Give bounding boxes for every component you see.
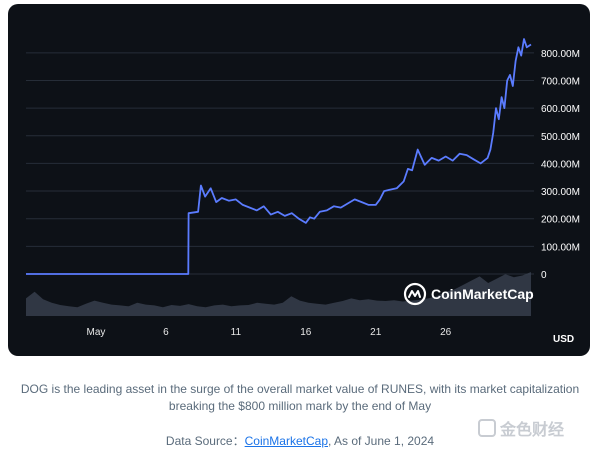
chart-panel: 0 100.00M 200.00M 300.00M 400.00M 500.00M 600.…	[8, 4, 590, 356]
coinmarketcap-logo-icon	[403, 282, 427, 306]
grid-lines	[26, 52, 534, 275]
watermark-text: 金色财经	[500, 422, 565, 439]
volume-area	[26, 272, 531, 316]
watermark-logo-icon	[478, 419, 496, 437]
y-tick-label: 800.00M	[541, 49, 580, 60]
data-source-prefix: Data Source：	[165, 434, 245, 448]
y-tick-label: 0	[541, 270, 547, 281]
series-line	[26, 38, 532, 275]
y-tick-label: 100.00M	[541, 242, 580, 253]
y-axis-unit-label: USD	[553, 334, 574, 345]
y-tick-label: 600.00M	[541, 104, 580, 115]
watermark: 金色财经	[478, 415, 564, 441]
x-tick-label: May	[86, 327, 105, 338]
x-tick-label: 26	[440, 327, 452, 338]
data-source-line: Data Source：CoinMarketCap, As of June 1,…	[0, 432, 600, 449]
y-tick-label: 500.00M	[541, 132, 580, 143]
x-tick-label: 16	[300, 327, 312, 338]
x-tick-label: 11	[231, 327, 242, 338]
y-tick-label: 700.00M	[541, 76, 580, 87]
series-lines	[26, 38, 532, 275]
x-tick-label: 21	[370, 327, 382, 338]
y-tick-label: 400.00M	[541, 159, 580, 170]
coinmarketcap-logo-wave	[408, 290, 421, 298]
figure-caption: DOG is the leading asset in the surge of…	[20, 382, 580, 413]
x-tick-label: 6	[163, 327, 169, 338]
y-tick-label: 300.00M	[541, 187, 580, 198]
data-source-link[interactable]: CoinMarketCap	[244, 434, 328, 448]
y-tick-label: 200.00M	[541, 215, 580, 226]
y-axis-ticks: 0 100.00M 200.00M 300.00M 400.00M 500.00M 600.…	[541, 49, 580, 281]
data-source-suffix: , As of June 1, 2024	[328, 434, 435, 448]
coinmarketcap-logo: CoinMarketCap	[403, 282, 534, 306]
coinmarketcap-logo-text: CoinMarketCap	[431, 286, 534, 302]
volume-area-path	[26, 272, 531, 316]
x-axis-ticks: May 6 11 16 21 26	[86, 327, 451, 338]
market-cap-chart: 0 100.00M 200.00M 300.00M 400.00M 500.00M 600.…	[26, 38, 580, 345]
